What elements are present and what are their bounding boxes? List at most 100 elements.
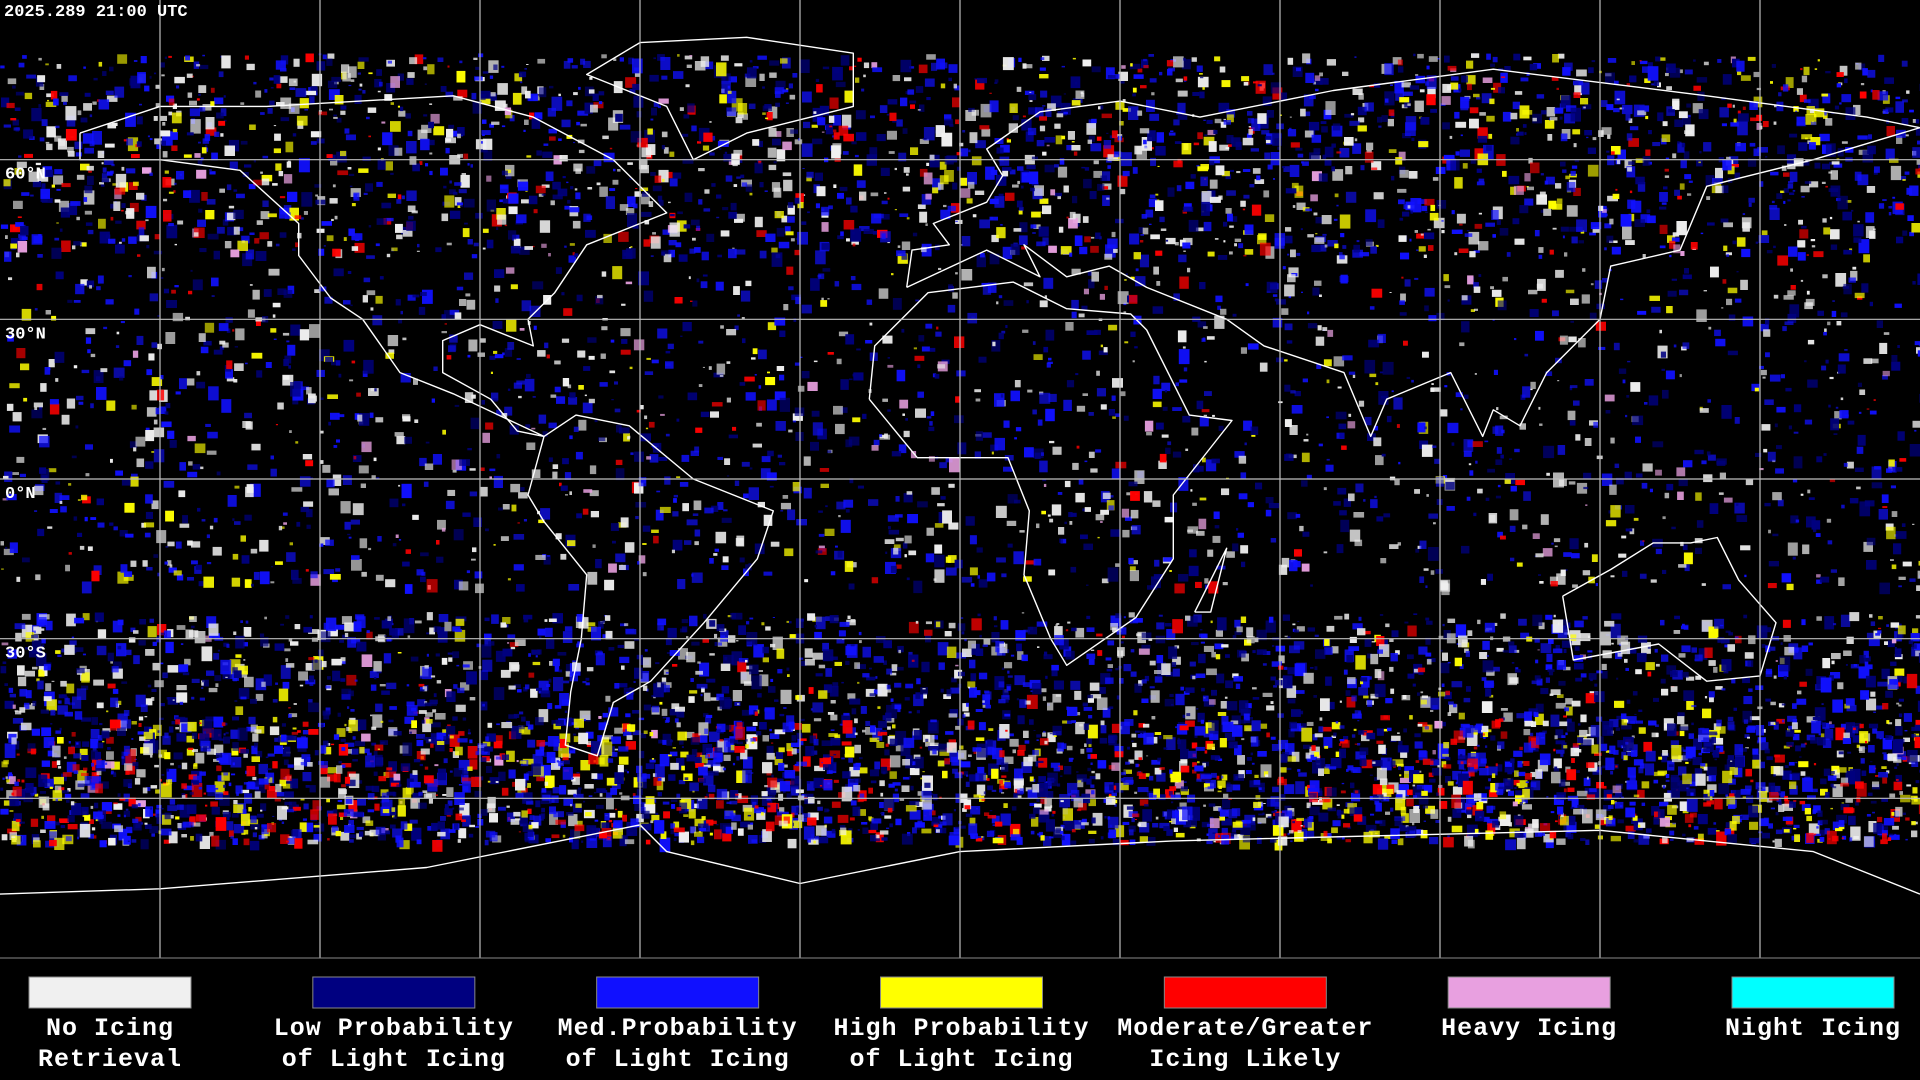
icing-pixel: [643, 290, 654, 302]
icing-pixel: [1473, 282, 1479, 288]
icing-pixel: [932, 178, 941, 191]
icing-pixel: [661, 251, 665, 256]
icing-pixel: [320, 537, 330, 545]
icing-pixel: [677, 54, 680, 57]
icing-pixel: [1379, 614, 1384, 616]
icing-pixel: [894, 167, 897, 171]
icing-pixel: [1131, 525, 1141, 535]
icing-pixel: [668, 201, 671, 204]
icing-pixel: [493, 475, 503, 488]
icing-pixel: [706, 678, 716, 683]
icing-pixel: [318, 111, 328, 116]
icing-pixel: [1786, 154, 1797, 164]
icing-pixel: [1206, 119, 1213, 124]
icing-pixel: [1878, 203, 1885, 209]
icing-pixel: [1454, 111, 1460, 119]
icing-pixel: [1334, 243, 1339, 249]
icing-pixel: [955, 219, 963, 224]
icing-pixel: [812, 702, 824, 713]
icing-pixel: [389, 498, 399, 508]
icing-pixel: [467, 239, 473, 245]
icing-pixel: [138, 716, 144, 721]
icing-pixel: [342, 475, 352, 485]
icing-pixel: [659, 506, 671, 513]
icing-pixel: [202, 54, 205, 57]
icing-pixel: [146, 567, 153, 571]
icing-pixel: [1426, 620, 1433, 625]
icing-pixel: [1250, 148, 1259, 152]
icing-pixel: [1497, 300, 1507, 311]
icing-pixel: [767, 322, 777, 331]
icing-pixel: [528, 195, 538, 205]
icing-pixel: [1610, 505, 1621, 518]
icing-pixel: [1242, 169, 1251, 172]
icing-pixel: [1112, 151, 1122, 158]
icing-pixel: [1149, 194, 1156, 199]
icing-pixel: [797, 231, 808, 245]
icing-pixel: [1196, 530, 1205, 536]
icing-pixel: [1792, 190, 1796, 192]
icing-pixel: [825, 505, 828, 508]
icing-pixel: [343, 237, 347, 241]
icing-pixel: [1003, 300, 1014, 306]
icing-pixel: [1214, 238, 1219, 240]
icing-pixel: [110, 458, 113, 463]
icing-pixel: [353, 193, 358, 199]
icing-pixel: [1319, 72, 1323, 77]
icing-pixel: [1764, 399, 1774, 405]
icing-pixel: [642, 572, 647, 577]
icing-pixel: [319, 397, 324, 400]
icing-pixel: [203, 576, 214, 588]
icing-pixel: [1115, 218, 1124, 224]
icing-pixel: [1750, 117, 1757, 122]
icing-pixel: [1095, 232, 1101, 239]
icing-pixel: [1459, 342, 1465, 347]
icing-pixel: [204, 134, 211, 141]
icing-pixel: [1000, 620, 1009, 630]
icing-pixel: [719, 147, 722, 150]
icing-pixel: [138, 640, 146, 646]
icing-pixel: [1569, 226, 1578, 232]
icing-pixel: [1790, 285, 1796, 290]
icing-pixel: [1490, 286, 1494, 290]
icing-pixel: [1756, 123, 1762, 130]
icing-pixel: [42, 427, 47, 430]
icing-pixel: [625, 208, 635, 215]
icing-pixel: [772, 138, 781, 146]
icing-pixel: [65, 106, 77, 121]
icing-pixel: [597, 294, 603, 299]
icing-pixel: [1814, 108, 1825, 118]
icing-pixel: [962, 130, 966, 133]
icing-pixel: [1436, 200, 1447, 209]
icing-pixel: [506, 319, 517, 332]
icing-pixel: [276, 102, 285, 107]
icing-pixel: [153, 419, 158, 425]
icing-pixel: [161, 421, 172, 428]
icing-pixel: [1665, 72, 1669, 77]
icing-pixel: [1174, 242, 1179, 246]
icing-pixel: [1201, 409, 1210, 413]
icing-pixel: [1774, 423, 1778, 428]
icing-pixel: [1352, 88, 1363, 95]
icing-pixel: [441, 331, 447, 334]
icing-pixel: [38, 104, 41, 108]
icing-pixel: [633, 95, 644, 108]
icing-pixel: [956, 152, 963, 156]
icing-pixel: [406, 220, 416, 231]
icing-pixel: [494, 285, 501, 292]
icing-pixel: [618, 427, 630, 434]
icing-pixel: [1193, 142, 1200, 146]
icing-pixel: [31, 108, 42, 122]
icing-pixel: [310, 574, 321, 586]
icing-pixel: [1845, 147, 1854, 153]
icing-pixel: [929, 154, 940, 168]
icing-pixel: [1384, 63, 1394, 76]
icing-pixel: [612, 179, 619, 185]
icing-pixel: [575, 192, 581, 200]
icing-pixel: [1657, 112, 1664, 122]
icing-pixel: [1831, 660, 1835, 665]
icing-pixel: [1052, 693, 1062, 703]
icing-pixel: [609, 147, 613, 150]
icing-pixel: [189, 189, 200, 203]
icing-pixel: [1761, 424, 1771, 431]
